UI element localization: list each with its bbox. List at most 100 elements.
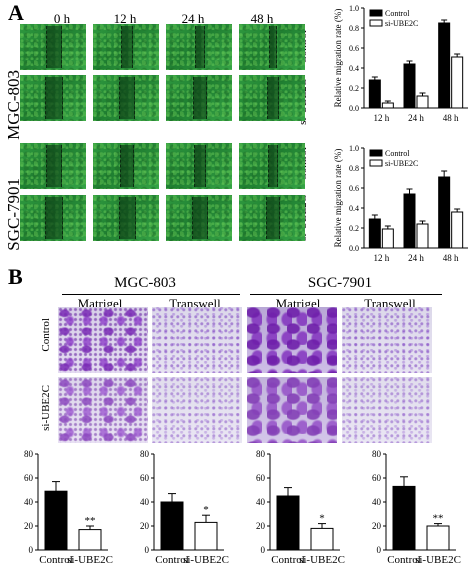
migration-chart-mgc803: 0.0 0.2 0.4 0.6 0.8 1.0 Relative migration rat… [333,4,468,123]
x-tick-label: 48 h [443,113,459,123]
y-tick-label: 0.4 [349,64,359,73]
bar [381,102,394,109]
significance-mark: * [319,513,325,525]
wound-micrograph [166,24,232,70]
legend-label: si-UBE2C [385,19,418,28]
wound-micrograph [93,195,159,241]
y-tick-label: 0.8 [349,164,359,173]
migration-chart-sgc7901: 0.0 0.2 0.4 0.6 0.8 1.0 Relative migration rat… [333,144,468,263]
legend-swatch [369,159,383,167]
wound-gap [119,77,135,119]
panel-a-letter: A [8,0,24,25]
wound-gap [195,26,205,68]
section-title-sgc7901: SGC-7901 [307,275,373,291]
wound-micrograph [166,75,232,121]
bar [160,501,184,551]
x-tick-label: Control [271,554,305,566]
x-tick-label: si-UBE2C [415,554,461,566]
y-tick-label: 20 [256,521,266,531]
bar [44,490,68,551]
condition-label-si-b: si-UBE2C [40,385,52,431]
wound-gap [46,26,62,68]
stain-micrograph [152,377,242,443]
y-tick-label: 80 [372,449,382,459]
bar [78,529,102,551]
wound-micrograph [93,75,159,121]
condition-label-control-b: Control [40,318,52,352]
legend-label: si-UBE2C [385,159,418,168]
y-tick-label: 1.0 [349,4,359,13]
y-tick-label: 0 [145,545,150,555]
x-tick-label: 12 h [373,113,389,123]
wound-micrograph [239,24,305,70]
legend-label: Control [385,9,410,18]
wound-micrograph [239,75,305,121]
x-tick-label: Control [39,554,73,566]
stain-micrograph [58,377,148,443]
significance-mark: ** [85,515,96,527]
bar [416,95,429,109]
wound-gap [267,77,279,119]
chart-mgc803-matrigel: 0 20 40 60 80 Control ** si-UBE2C [24,449,113,566]
legend-swatch [369,9,383,17]
y-tick-label: 40 [256,497,266,507]
section-underline-mgc803 [62,294,240,295]
x-tick-label: Control [155,554,189,566]
wound-gap [269,26,277,68]
legend-label: Control [385,149,410,158]
stain-micrograph [152,307,242,373]
y-tick-label: 20 [24,521,34,531]
bar [310,527,334,551]
bar [276,495,300,551]
bar [438,176,451,249]
wound-gap [45,197,63,239]
x-tick-label: Control [387,554,421,566]
wound-micrograph [93,143,159,189]
stain-micrograph [342,377,432,443]
y-tick-label: 80 [256,449,266,459]
bar [416,223,429,249]
chart-sgc7901-transwell: 0 20 40 60 80 Control ** si-UBE2C [372,449,461,566]
wound-gap [121,26,133,68]
chart-sgc7901-matrigel: 0 20 40 60 80 Control * si-UBE2C [256,449,345,566]
legend-swatch [369,19,383,27]
wound-gap [120,145,134,187]
bar [392,485,416,551]
legend-swatch [369,149,383,157]
y-tick-label: 0.4 [349,204,359,213]
wound-micrograph [166,143,232,189]
wound-gap [268,145,278,187]
bar [381,228,394,249]
y-tick-label: 0.6 [349,44,359,53]
y-tick-label: 0.0 [349,104,359,113]
x-tick-label: 24 h [408,253,424,263]
y-tick-label: 60 [372,473,382,483]
y-tick-label: 0 [377,545,382,555]
y-tick-label: 1.0 [349,144,359,153]
bar [368,79,381,109]
time-label-12h: 12 h [113,11,137,26]
x-tick-label: si-UBE2C [183,554,229,566]
bar [194,521,218,551]
significance-mark: * [203,504,209,516]
wound-gap [194,145,206,187]
y-tick-label: 40 [372,497,382,507]
y-tick-label: 0 [29,545,34,555]
y-axis-label: Relative migration rate (%) [333,149,343,248]
panel-b-letter: B [8,264,23,289]
y-tick-label: 0 [261,545,266,555]
y-tick-label: 0.2 [349,84,359,93]
y-tick-label: 40 [140,497,150,507]
wound-gap [192,197,208,239]
wound-micrograph [20,195,86,241]
y-tick-label: 20 [140,521,150,531]
bar [403,63,416,109]
wound-micrograph [239,143,305,189]
y-tick-label: 0.2 [349,224,359,233]
bar [438,22,451,109]
x-tick-label: si-UBE2C [67,554,113,566]
bar [451,56,464,109]
y-tick-label: 60 [140,473,150,483]
stain-micrograph [58,307,148,373]
wound-micrograph [239,195,305,241]
